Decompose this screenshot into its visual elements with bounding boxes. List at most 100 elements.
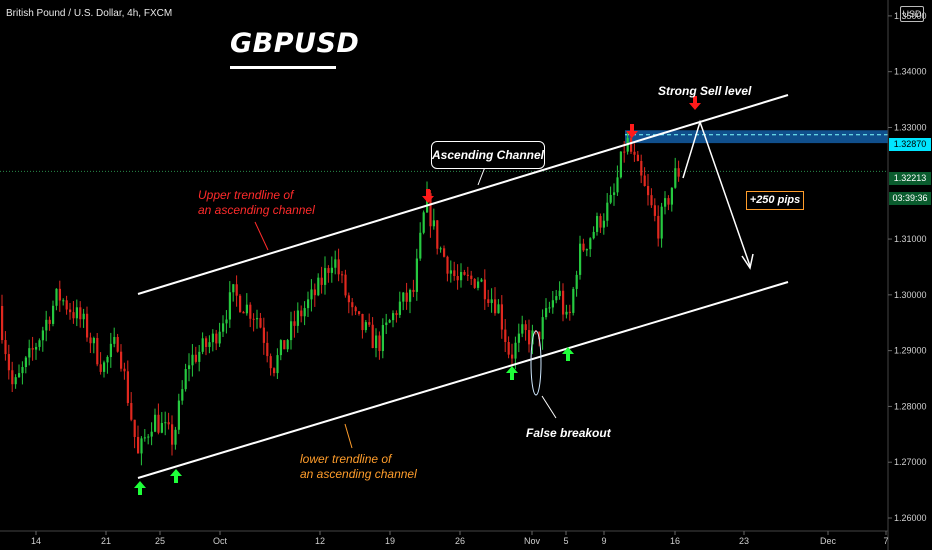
- symbol-label: British Pound / U.S. Dollar, 4h, FXCM: [6, 8, 173, 19]
- candle-body: [670, 187, 673, 205]
- projection-path: [682, 119, 751, 267]
- x-tick-label: Dec: [820, 536, 837, 546]
- candle-body: [79, 307, 82, 320]
- candle-body: [232, 284, 235, 293]
- x-tick-label: 7: [883, 536, 888, 546]
- candle-body: [130, 403, 133, 420]
- upper-note-line2: an ascending channel: [198, 203, 315, 217]
- candle-body: [133, 419, 136, 437]
- lower-trendline-note: lower trendline of an ascending channel: [300, 452, 417, 482]
- candle-body: [487, 299, 490, 304]
- candle-body: [256, 318, 259, 320]
- x-tick-label: 16: [670, 536, 680, 546]
- candle-body: [14, 377, 17, 385]
- candle-body: [307, 299, 310, 309]
- candle-body: [235, 284, 238, 296]
- candle-body: [354, 307, 357, 312]
- candle-body: [415, 258, 418, 292]
- y-tick-label: 1.29000: [894, 346, 927, 356]
- candle-body: [490, 299, 493, 304]
- x-tick-label: 23: [739, 536, 749, 546]
- y-tick-label: 1.33000: [894, 122, 927, 132]
- candle-body: [473, 278, 476, 288]
- candle-body: [150, 431, 153, 437]
- candle-body: [38, 340, 41, 347]
- current-price-tag: 1.32213: [889, 172, 931, 185]
- candle-body: [504, 329, 507, 343]
- x-tick-label: Nov: [524, 536, 541, 546]
- candle-body: [466, 274, 469, 276]
- candle-body: [439, 248, 442, 250]
- title-text: GBPUSD: [230, 28, 360, 59]
- candle-body: [371, 324, 374, 349]
- buy-arrow-icon: [170, 469, 182, 483]
- signal-arrows: [134, 96, 701, 495]
- candle-body: [327, 268, 330, 273]
- candle-body: [456, 276, 459, 281]
- pips-badge: +250 pips: [746, 191, 804, 210]
- candle-body: [562, 290, 565, 315]
- candle-body: [405, 292, 408, 302]
- currency-button[interactable]: USD: [900, 6, 924, 22]
- candle-body: [143, 437, 146, 439]
- candle-body: [62, 300, 65, 302]
- candle-body: [446, 256, 449, 274]
- candle-body: [313, 289, 316, 296]
- y-tick-label: 1.26000: [894, 513, 927, 523]
- candle-body: [378, 335, 381, 352]
- candle-body: [395, 313, 398, 315]
- candle-body: [650, 195, 653, 206]
- candle-body: [28, 348, 31, 358]
- buy-arrow-icon: [506, 366, 518, 380]
- candle-body: [630, 137, 633, 152]
- candle-body: [558, 290, 561, 297]
- candle-body: [276, 355, 279, 374]
- candle-body: [242, 311, 245, 314]
- candle-body: [86, 313, 89, 338]
- candle-body: [667, 198, 670, 205]
- candle-body: [99, 364, 102, 372]
- candle-body: [368, 322, 371, 325]
- candle-body: [613, 192, 616, 195]
- strong-sell-label: Strong Sell level: [658, 84, 752, 98]
- candle-body: [296, 310, 299, 326]
- candle-body: [269, 356, 272, 369]
- candle-body: [1, 306, 4, 341]
- candle-body: [361, 313, 364, 331]
- candle-body: [599, 216, 602, 228]
- candle-body: [606, 202, 609, 221]
- candle-body: [422, 212, 425, 233]
- candle-body: [11, 370, 14, 385]
- candle-body: [211, 333, 214, 343]
- upper-trendline: [137, 94, 789, 295]
- x-tick-label: 12: [315, 536, 325, 546]
- candle-body: [300, 310, 303, 317]
- candle-body: [436, 220, 439, 249]
- candle-body: [157, 414, 160, 433]
- candle-body: [364, 322, 367, 331]
- buy-arrow-icon: [134, 481, 146, 495]
- candle-body: [585, 249, 588, 251]
- candle-body: [640, 160, 643, 176]
- candle-body: [538, 331, 541, 340]
- candle-body: [55, 288, 58, 306]
- false-breakout-label: False breakout: [526, 426, 611, 440]
- lower-note-pointer: [344, 423, 353, 449]
- lower-note-line2: an ascending channel: [300, 467, 417, 481]
- candle-body: [137, 436, 140, 454]
- candle-body: [480, 279, 483, 282]
- candle-body: [494, 299, 497, 314]
- candle-body: [497, 304, 500, 314]
- candle-body: [174, 429, 177, 445]
- candle-body: [483, 279, 486, 300]
- price-axis: 1.26000 1.27000 1.28000 1.29000 1.30000 1.310…: [887, 0, 927, 550]
- candle-body: [249, 304, 252, 319]
- candle-body: [664, 198, 667, 207]
- candle-body: [619, 151, 622, 178]
- candle-body: [31, 348, 34, 350]
- sell-arrow-icon: [422, 189, 434, 203]
- candle-body: [21, 367, 24, 374]
- candle-body: [290, 321, 293, 341]
- y-tick-label: 1.27000: [894, 457, 927, 467]
